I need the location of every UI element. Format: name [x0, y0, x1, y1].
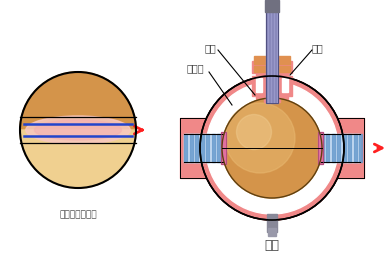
Bar	[223, 134, 226, 162]
Bar	[200, 134, 203, 162]
Bar	[343, 134, 346, 162]
Bar	[338, 134, 340, 162]
Circle shape	[20, 72, 136, 188]
Bar	[268, 94, 276, 99]
Bar	[252, 76, 266, 96]
Bar	[267, 214, 277, 232]
Text: 球阀: 球阀	[265, 238, 280, 251]
Bar	[254, 66, 290, 72]
Bar	[184, 134, 223, 162]
Text: 球体俯视剖面图: 球体俯视剖面图	[59, 210, 97, 219]
Bar	[264, 96, 280, 102]
Circle shape	[208, 84, 336, 212]
Bar	[332, 134, 335, 162]
Bar	[326, 134, 329, 162]
Circle shape	[200, 76, 344, 220]
Circle shape	[206, 82, 338, 214]
Bar	[195, 134, 198, 162]
Bar	[338, 134, 360, 162]
Bar	[321, 134, 360, 162]
Bar	[338, 118, 364, 178]
Bar	[180, 118, 206, 178]
Bar	[189, 134, 193, 162]
Bar	[20, 117, 136, 143]
Circle shape	[225, 103, 295, 173]
Bar	[252, 61, 292, 73]
Bar	[206, 134, 209, 162]
Text: 密封座: 密封座	[187, 63, 205, 73]
Bar	[221, 132, 226, 164]
Bar	[184, 134, 187, 162]
Circle shape	[237, 114, 272, 150]
Bar	[359, 134, 363, 162]
Bar	[221, 132, 226, 164]
Text: 阀杆: 阀杆	[312, 43, 324, 53]
Ellipse shape	[26, 116, 130, 144]
Bar	[265, 0, 279, 12]
Bar	[268, 228, 276, 236]
Bar	[278, 76, 292, 96]
Bar	[282, 78, 288, 92]
Bar	[318, 132, 323, 164]
Bar	[254, 56, 290, 64]
Bar	[266, 5, 278, 103]
Ellipse shape	[35, 120, 121, 140]
Bar	[256, 78, 262, 92]
Bar	[212, 134, 214, 162]
Bar	[266, 5, 278, 103]
Bar	[349, 134, 352, 162]
Wedge shape	[20, 130, 136, 188]
Circle shape	[222, 98, 322, 198]
Circle shape	[200, 76, 344, 220]
Bar	[318, 132, 323, 164]
Bar	[184, 134, 206, 162]
Bar	[256, 71, 288, 99]
Circle shape	[200, 76, 344, 220]
Bar	[217, 134, 220, 162]
Text: 球体: 球体	[205, 43, 217, 53]
Wedge shape	[20, 72, 136, 130]
Bar	[354, 134, 357, 162]
Bar	[321, 134, 324, 162]
